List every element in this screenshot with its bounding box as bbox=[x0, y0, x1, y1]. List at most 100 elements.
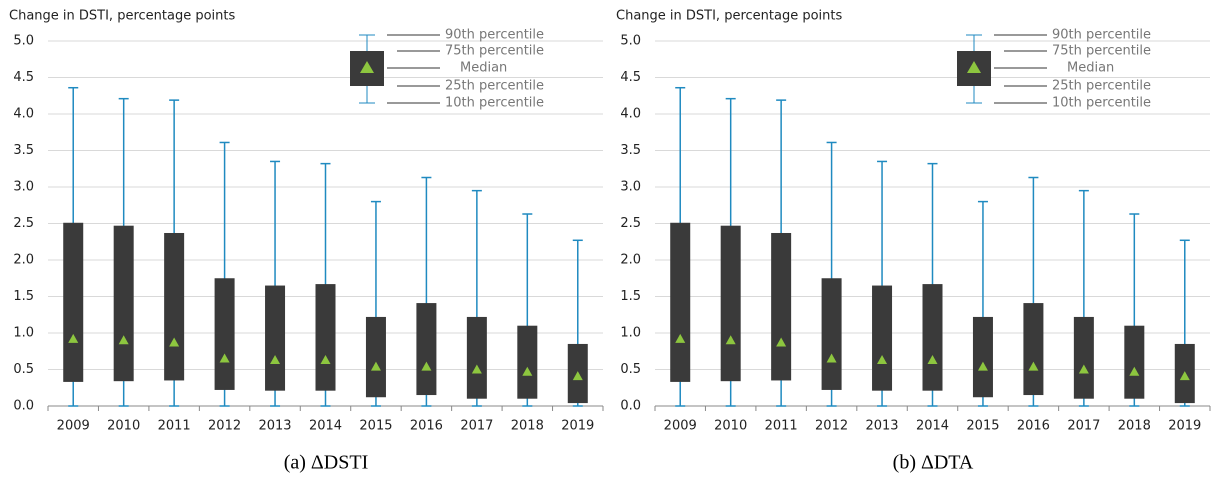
box bbox=[720, 225, 741, 382]
x-tick-label: 2011 bbox=[765, 419, 798, 434]
legend-label: 10th percentile bbox=[1052, 96, 1151, 111]
median-marker bbox=[1129, 366, 1140, 376]
y-tick-label: 3.0 bbox=[620, 180, 641, 195]
box bbox=[872, 285, 893, 391]
y-tick-label: 4.5 bbox=[13, 70, 34, 85]
x-tick-label: 2010 bbox=[107, 419, 140, 434]
box bbox=[63, 222, 84, 382]
box bbox=[416, 303, 437, 396]
median-marker bbox=[270, 355, 281, 365]
box bbox=[164, 232, 185, 381]
box bbox=[922, 284, 943, 391]
median-marker bbox=[725, 335, 736, 345]
box bbox=[670, 222, 691, 382]
x-tick-label: 2010 bbox=[714, 419, 747, 434]
x-tick-label: 2013 bbox=[258, 419, 291, 434]
median-marker bbox=[1078, 364, 1089, 374]
median-marker bbox=[572, 371, 583, 381]
y-tick-label: 4.0 bbox=[620, 107, 641, 122]
box bbox=[265, 285, 286, 391]
legend-median bbox=[967, 61, 981, 73]
box bbox=[517, 325, 538, 399]
legend-label: 25th percentile bbox=[445, 79, 544, 94]
median-marker bbox=[927, 355, 938, 365]
median-marker bbox=[320, 355, 331, 365]
y-tick-label: 0.5 bbox=[620, 362, 641, 377]
y-tick-label: 2.0 bbox=[13, 253, 34, 268]
x-tick-label: 2015 bbox=[966, 419, 999, 434]
y-tick-label: 4.0 bbox=[13, 107, 34, 122]
y-tick-label: 5.0 bbox=[620, 34, 641, 49]
legend-label: Median bbox=[460, 61, 507, 76]
box bbox=[1073, 316, 1094, 399]
box bbox=[821, 278, 842, 390]
box bbox=[113, 225, 134, 382]
y-tick-label: 0.5 bbox=[13, 362, 34, 377]
y-tick-label: 1.5 bbox=[13, 289, 34, 304]
x-tick-label: 2019 bbox=[1168, 419, 1201, 434]
median-marker bbox=[877, 355, 888, 365]
x-tick-label: 2017 bbox=[460, 419, 493, 434]
legend-label: 90th percentile bbox=[445, 28, 544, 43]
y-tick-label: 1.5 bbox=[620, 289, 641, 304]
median-marker bbox=[776, 337, 787, 347]
y-tick-label: 2.0 bbox=[620, 253, 641, 268]
y-tick-label: 3.0 bbox=[13, 180, 34, 195]
y-tick-label: 1.0 bbox=[620, 326, 641, 341]
x-tick-label: 2012 bbox=[815, 419, 848, 434]
x-tick-label: 2011 bbox=[158, 419, 191, 434]
median-marker bbox=[977, 361, 988, 371]
y-tick-label: 3.5 bbox=[13, 143, 34, 158]
median-marker bbox=[522, 366, 533, 376]
legend-label: 75th percentile bbox=[445, 44, 544, 59]
y-tick-label: 5.0 bbox=[13, 34, 34, 49]
x-tick-label: 2014 bbox=[309, 419, 342, 434]
median-marker bbox=[1028, 361, 1039, 371]
box bbox=[214, 278, 235, 390]
legend-median bbox=[360, 61, 374, 73]
x-tick-label: 2016 bbox=[410, 419, 443, 434]
x-tick-label: 2016 bbox=[1017, 419, 1050, 434]
median-marker bbox=[68, 333, 79, 343]
median-marker bbox=[118, 335, 129, 345]
legend-label: 90th percentile bbox=[1052, 28, 1151, 43]
caption: (a) ΔDSTI bbox=[284, 452, 369, 474]
y-tick-label: 0.0 bbox=[620, 399, 641, 414]
caption: (b) ΔDTA bbox=[893, 452, 974, 474]
median-marker bbox=[1179, 371, 1190, 381]
x-tick-label: 2009 bbox=[57, 419, 90, 434]
median-marker bbox=[169, 337, 180, 347]
median-marker bbox=[370, 361, 381, 371]
box bbox=[972, 316, 993, 398]
median-marker bbox=[675, 333, 686, 343]
x-tick-label: 2018 bbox=[1118, 419, 1151, 434]
box bbox=[315, 284, 336, 391]
legend-label: 75th percentile bbox=[1052, 44, 1151, 59]
y-tick-label: 1.0 bbox=[13, 326, 34, 341]
x-tick-label: 2012 bbox=[208, 419, 241, 434]
x-tick-label: 2019 bbox=[561, 419, 594, 434]
x-tick-label: 2009 bbox=[664, 419, 697, 434]
x-tick-label: 2015 bbox=[359, 419, 392, 434]
box bbox=[1023, 303, 1044, 396]
box bbox=[365, 316, 386, 398]
legend-label: 25th percentile bbox=[1052, 79, 1151, 94]
x-tick-label: 2014 bbox=[916, 419, 949, 434]
y-axis-title: Change in DSTI, percentage points bbox=[616, 9, 842, 24]
median-marker bbox=[421, 361, 432, 371]
box bbox=[771, 232, 792, 381]
median-marker bbox=[826, 353, 837, 363]
x-tick-label: 2018 bbox=[511, 419, 544, 434]
y-tick-label: 4.5 bbox=[620, 70, 641, 85]
median-marker bbox=[219, 353, 230, 363]
y-tick-label: 2.5 bbox=[620, 216, 641, 231]
median-marker bbox=[471, 364, 482, 374]
x-tick-label: 2017 bbox=[1067, 419, 1100, 434]
legend-label: Median bbox=[1067, 61, 1114, 76]
y-tick-label: 0.0 bbox=[13, 399, 34, 414]
legend-label: 10th percentile bbox=[445, 96, 544, 111]
x-tick-label: 2013 bbox=[865, 419, 898, 434]
box bbox=[1124, 325, 1145, 399]
box bbox=[466, 316, 487, 399]
